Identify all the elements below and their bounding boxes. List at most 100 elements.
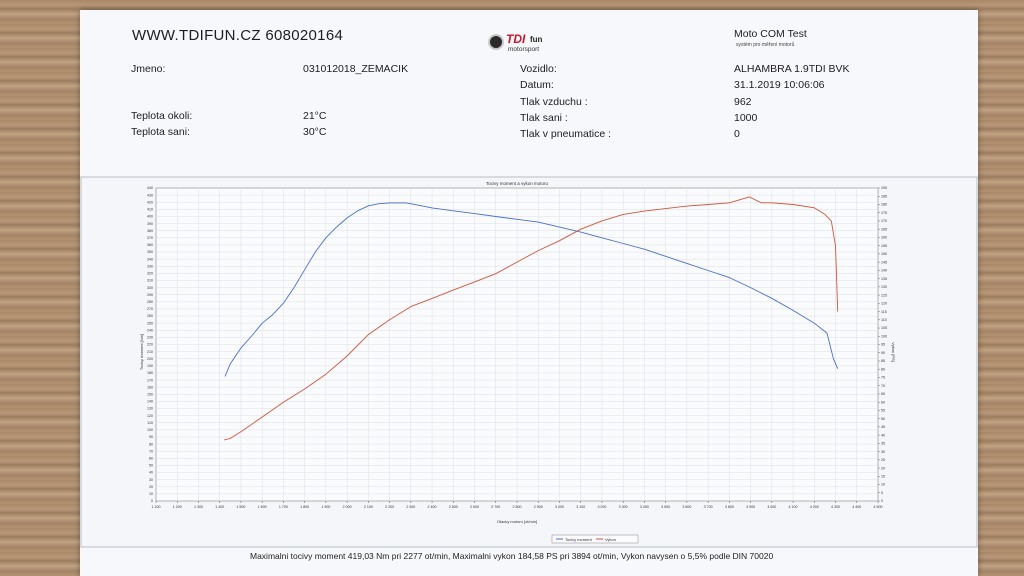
right-tick-label: 5 [881, 491, 883, 495]
left-tick-label: 230 [147, 336, 153, 340]
chart-legend: Tocivy moment Vykon [551, 534, 639, 544]
left-tick-label: 240 [147, 328, 153, 332]
teplota-okoli-value: 21°C [303, 110, 327, 122]
test-title: Moto COM Test [734, 28, 807, 40]
x-tick-label: 3 900 [746, 505, 755, 509]
x-tick-label: 1 200 [173, 505, 182, 509]
logo-brand-sub: fun [530, 35, 543, 44]
right-tick-label: 50 [881, 417, 885, 421]
x-tick-label: 2 600 [470, 505, 479, 509]
left-tick-label: 30 [149, 478, 153, 482]
left-tick-label: 250 [147, 321, 153, 325]
right-tick-label: 190 [881, 186, 887, 190]
left-tick-label: 430 [147, 193, 153, 197]
logo-tagline: motorsport [508, 46, 540, 53]
chart-series [223, 196, 839, 441]
x-tick-label: 3 400 [640, 505, 649, 509]
left-tick-label: 350 [147, 250, 153, 254]
left-tick-label: 0 [151, 499, 153, 503]
left-tick-label: 320 [147, 272, 153, 276]
left-tick-label: 20 [149, 485, 153, 489]
torque-power-chart: 1 100 1 200 1 300 1 400 1 500 1 600 1 700 1 800… [80, 176, 978, 548]
x-tick-label: 2 400 [428, 505, 437, 509]
left-tick-label: 420 [147, 200, 153, 204]
right-tick-label: 100 [881, 334, 887, 338]
teplota-sani-value: 30°C [303, 126, 327, 138]
right-tick-label: 165 [881, 227, 887, 231]
right-tick-label: 20 [881, 466, 885, 470]
left-tick-label: 270 [147, 307, 153, 311]
right-axis-label: Vykon [PS] [891, 342, 896, 362]
right-tick-label: 55 [881, 409, 885, 413]
x-tick-label: 3 800 [725, 505, 734, 509]
x-tick-label: 2 200 [385, 505, 394, 509]
left-tick-label: 160 [147, 385, 153, 389]
right-tick-label: 135 [881, 277, 887, 281]
x-tick-label: 2 500 [449, 505, 458, 509]
x-tick-label: 1 100 [152, 505, 161, 509]
x-tick-label: 4 400 [852, 505, 861, 509]
jmeno-label: Jmeno: [131, 63, 166, 75]
left-tick-label: 220 [147, 343, 153, 347]
left-tick-label: 380 [147, 229, 153, 233]
left-tick-label: 10 [149, 492, 153, 496]
left-tick-label: 170 [147, 378, 153, 382]
x-tick-label: 1 400 [215, 505, 224, 509]
tlak-pneu-value: 0 [734, 128, 740, 140]
x-tick-label: 1 900 [321, 505, 330, 509]
chart-ticks: 1 100 1 200 1 300 1 400 1 500 1 600 1 700 1 800… [147, 186, 887, 509]
left-tick-label: 40 [149, 471, 153, 475]
legend-box [551, 534, 639, 544]
x-tick-label: 2 800 [513, 505, 522, 509]
left-tick-label: 370 [147, 236, 153, 240]
x-tick-label: 3 100 [576, 505, 585, 509]
left-tick-label: 300 [147, 286, 153, 290]
right-tick-label: 95 [881, 343, 885, 347]
datum-label: Datum: [520, 79, 554, 91]
right-tick-label: 150 [881, 252, 887, 256]
right-tick-label: 105 [881, 326, 887, 330]
left-tick-label: 280 [147, 300, 153, 304]
right-tick-label: 145 [881, 260, 887, 264]
left-axis-label: Tocivy moment [Nm] [139, 334, 144, 370]
teplota-okoli-label: Teplota okoli: [131, 110, 193, 122]
x-tick-label: 1 800 [300, 505, 309, 509]
right-tick-label: 45 [881, 425, 885, 429]
legend-label-torque: Tocivy moment [565, 537, 593, 542]
left-tick-label: 50 [149, 464, 153, 468]
right-tick-label: 155 [881, 244, 887, 248]
x-tick-label: 1 700 [279, 505, 288, 509]
left-tick-label: 200 [147, 357, 153, 361]
right-tick-label: 140 [881, 269, 887, 273]
right-tick-label: 30 [881, 450, 885, 454]
left-tick-label: 180 [147, 371, 153, 375]
left-tick-label: 90 [149, 435, 153, 439]
left-tick-label: 60 [149, 457, 153, 461]
left-tick-label: 360 [147, 243, 153, 247]
logo-wheel-icon [488, 34, 504, 50]
left-tick-label: 80 [149, 442, 153, 446]
x-tick-label: 4 100 [789, 505, 798, 509]
right-tick-label: 60 [881, 400, 885, 404]
left-tick-label: 400 [147, 215, 153, 219]
teplota-sani-label: Teplota sani: [131, 126, 190, 138]
x-tick-label: 3 700 [704, 505, 713, 509]
power-curve [223, 196, 839, 441]
summary-footer: Maximalni tocivy moment 419,03 Nm pri 22… [250, 551, 774, 561]
left-tick-label: 260 [147, 314, 153, 318]
right-tick-label: 85 [881, 359, 885, 363]
x-tick-label: 4 300 [831, 505, 840, 509]
left-tick-label: 330 [147, 264, 153, 268]
tlak-vzduchu-value: 962 [734, 96, 752, 108]
right-tick-label: 10 [881, 483, 885, 487]
left-tick-label: 410 [147, 208, 153, 212]
vozidlo-value: ALHAMBRA 1.9TDI BVK [734, 63, 850, 75]
right-tick-label: 170 [881, 219, 887, 223]
left-tick-label: 100 [147, 428, 153, 432]
legend-label-power: Vykon [605, 537, 616, 542]
tdifun-logo: TDI fun motorsport [488, 31, 554, 57]
left-tick-label: 440 [147, 186, 153, 190]
right-tick-label: 80 [881, 367, 885, 371]
left-tick-label: 70 [149, 449, 153, 453]
right-tick-label: 65 [881, 392, 885, 396]
